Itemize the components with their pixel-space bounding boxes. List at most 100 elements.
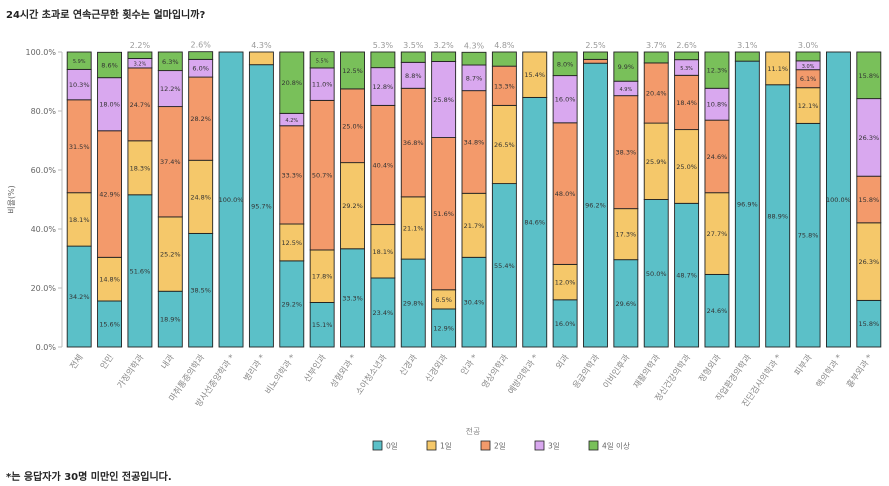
data-label: 18.3% — [130, 164, 151, 172]
bar-segment — [431, 137, 457, 291]
bar-segment — [461, 256, 487, 348]
data-label: 3.0% — [798, 41, 819, 50]
bar-segment — [279, 260, 305, 348]
data-label: 5.3% — [680, 66, 693, 72]
x-tick-label: 이비인후과 — [601, 352, 633, 390]
bar-labels: 5.9% 10.3% 31.5% 18.1% 34.2% 8.6% 18.0% 42.9% 14… — [69, 41, 879, 333]
bar-segment — [613, 208, 639, 261]
data-label: 38.5% — [190, 287, 211, 295]
data-label: 6.5% — [435, 296, 452, 304]
data-label: 3.0% — [802, 64, 815, 70]
data-label: 84.6% — [524, 219, 545, 227]
bar-segment — [552, 299, 578, 348]
bar-segment — [127, 67, 153, 142]
x-tick-label: 신경과 — [397, 352, 420, 378]
bar-segment — [157, 290, 183, 348]
bar-segment — [583, 58, 608, 64]
data-label: 16.0% — [555, 320, 576, 328]
bar-segment — [97, 77, 123, 132]
x-tick-label: 병리과 * — [242, 353, 268, 384]
data-label: 20.8% — [281, 79, 302, 87]
bar-segment — [400, 87, 426, 198]
bar-segment — [340, 162, 365, 250]
bar-segment — [157, 216, 183, 292]
data-label: 25.9% — [646, 158, 667, 166]
data-label: 15.8% — [858, 320, 879, 328]
bar-segment — [491, 183, 517, 348]
data-label: 29.2% — [281, 300, 302, 308]
legend-swatch — [372, 440, 383, 451]
data-label: 8.6% — [101, 61, 118, 69]
x-tick-label: 재활의학과 — [631, 352, 663, 390]
bar-segment — [461, 51, 487, 66]
bar-segment — [157, 106, 183, 218]
legend-label: 0일 — [386, 442, 398, 451]
bar-segment — [218, 51, 244, 348]
x-tick-label: 안과 * — [458, 352, 480, 377]
data-label: 6.0% — [192, 65, 209, 73]
data-label: 31.5% — [69, 143, 90, 151]
data-label: 17.8% — [312, 273, 333, 281]
data-label: 12.0% — [555, 279, 576, 287]
data-label: 3.2% — [433, 41, 454, 50]
bar-segment — [461, 192, 487, 258]
data-label: 12.9% — [433, 324, 454, 332]
bar-segment — [704, 51, 730, 89]
bar-segment — [279, 51, 305, 114]
bar-segment — [370, 67, 396, 106]
data-label: 34.2% — [69, 293, 90, 301]
data-label: 51.6% — [130, 267, 151, 275]
data-label: 10.8% — [707, 101, 728, 109]
data-label: 51.6% — [433, 210, 454, 218]
x-tick-label: 가정의학과 — [115, 352, 147, 390]
data-label: 26.3% — [858, 134, 879, 142]
bar-segment — [340, 51, 365, 90]
data-label: 13.3% — [494, 82, 515, 90]
bar-segment — [522, 51, 548, 98]
data-label: 23.4% — [373, 309, 394, 317]
bar-segment — [400, 51, 426, 63]
x-tick-label: 영상의학과 — [479, 352, 511, 390]
legend: 0일 1일 2일 3일 4일 이상 — [372, 440, 630, 451]
data-label: 50.0% — [646, 270, 667, 278]
bar-segment — [97, 256, 123, 302]
data-label: 15.4% — [524, 71, 545, 79]
bar-segment — [491, 51, 517, 67]
data-label: 25.8% — [433, 96, 454, 104]
bar-segment — [674, 51, 700, 61]
data-label: 5.5% — [316, 58, 329, 64]
bar-segment — [674, 202, 700, 348]
data-label: 18.9% — [160, 316, 181, 324]
data-label: 21.7% — [464, 222, 485, 230]
bar-segment — [370, 277, 396, 348]
legend-label: 3일 — [548, 442, 560, 451]
data-label: 15.1% — [312, 321, 333, 329]
data-label: 18.1% — [69, 216, 90, 224]
data-label: 26.5% — [494, 141, 515, 149]
bar-segment — [309, 51, 335, 69]
data-label: 50.7% — [312, 172, 333, 180]
legend-swatch — [534, 440, 545, 451]
bars — [66, 51, 882, 348]
data-label: 24.6% — [707, 153, 728, 161]
x-tick-label: 비뇨의학과 * — [263, 352, 298, 396]
bar-segment — [643, 199, 669, 348]
data-label: 15.6% — [99, 320, 120, 328]
data-label: 12.5% — [342, 67, 363, 75]
data-label: 38.3% — [616, 149, 637, 157]
bar-segment — [856, 299, 882, 348]
bar-segment — [340, 248, 365, 348]
bar-segment — [461, 90, 487, 194]
data-label: 9.9% — [618, 63, 635, 71]
bar-segment — [491, 104, 517, 185]
legend-swatch — [480, 440, 491, 451]
bar-segment — [795, 51, 821, 62]
data-label: 27.7% — [707, 230, 728, 238]
data-label: 6.1% — [800, 75, 817, 83]
data-label: 17.3% — [616, 231, 637, 239]
bar-segment — [643, 122, 669, 200]
footnote: *는 응답자가 30명 미만인 전공입니다. — [6, 472, 172, 483]
data-label: 4.3% — [251, 41, 272, 50]
bar-segment — [97, 300, 123, 348]
